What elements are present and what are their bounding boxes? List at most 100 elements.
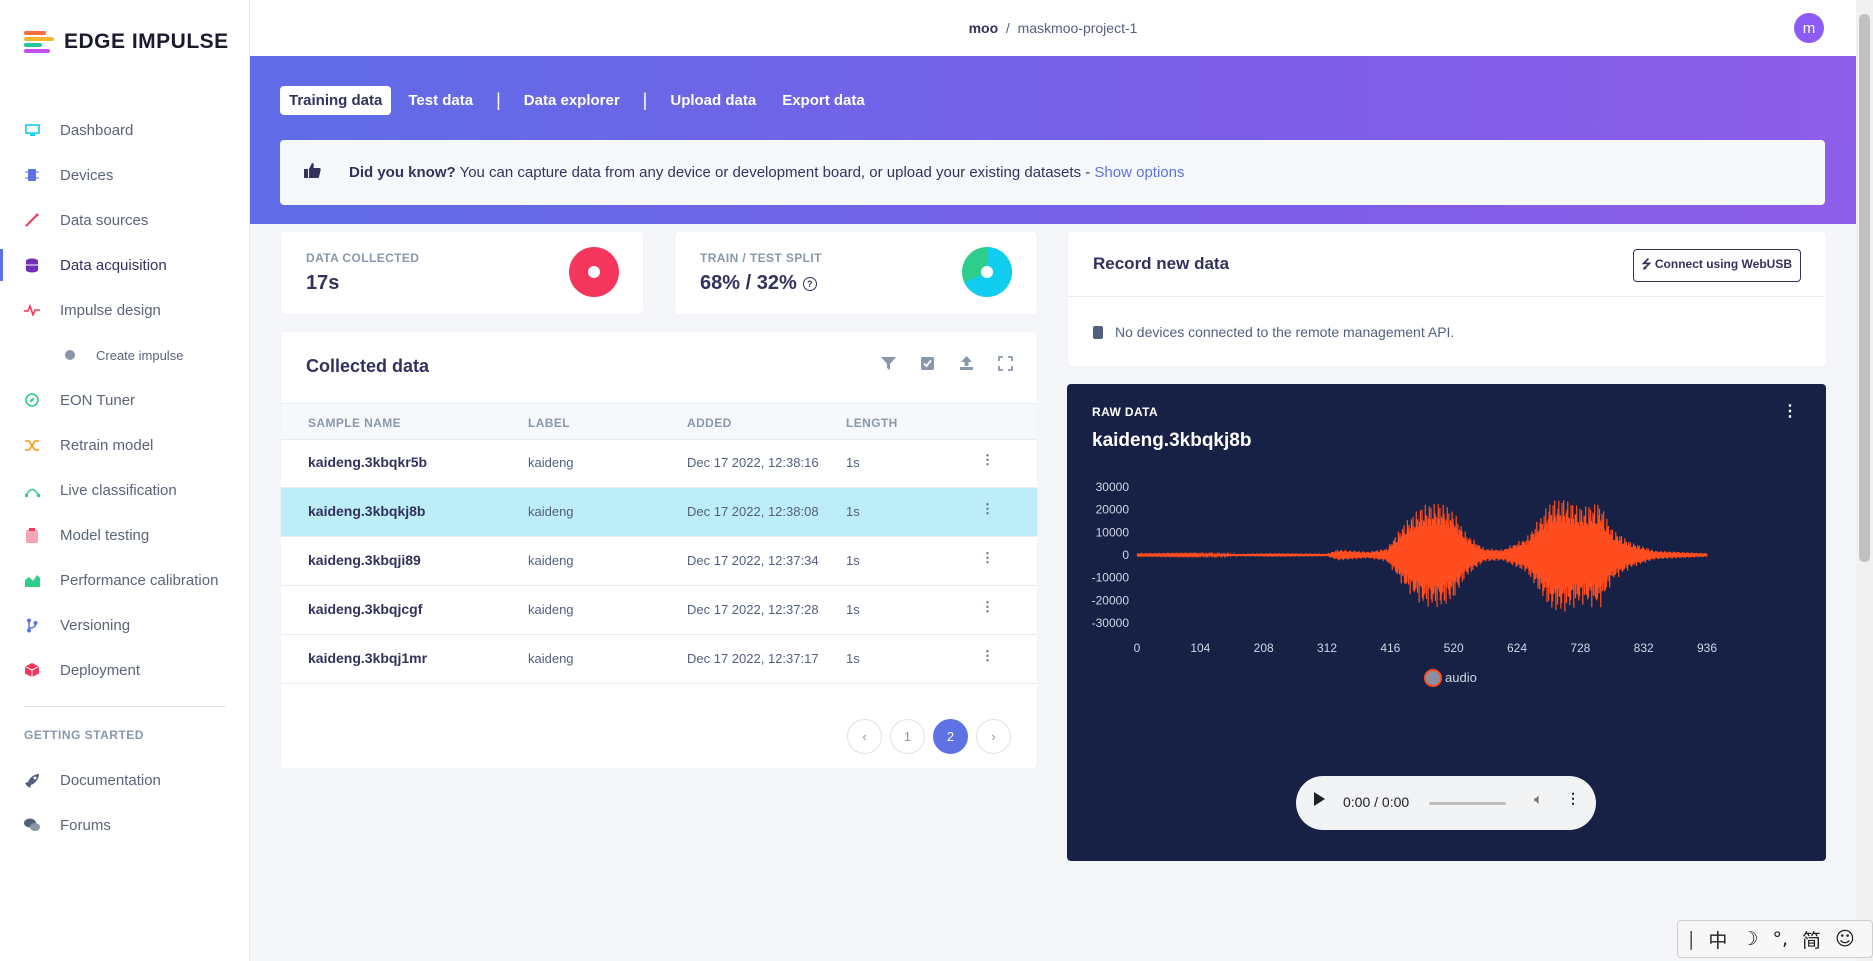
table-row[interactable]: kaideng.3kbqkj8b kaideng Dec 17 2022, 12… [281,488,1037,537]
sample-name: kaideng.3kbqj1mr [308,650,428,666]
ime-punctuation-icon[interactable]: °, [1772,928,1789,950]
monitor-icon [24,122,40,138]
sample-label: kaideng [528,455,574,470]
usb-icon: ⭍ [1641,257,1655,271]
sidebar-item-live-classification[interactable]: Live classification [0,472,249,508]
audio-player: 0:00 / 0:00 🔈︎ ⋮ [1296,776,1596,830]
tab-data-explorer[interactable]: Data explorer [523,92,620,109]
breadcrumb-project[interactable]: maskmoo-project-1 [1017,20,1138,36]
table-row[interactable]: kaideng.3kbqjcgf kaideng Dec 17 2022, 12… [281,586,1037,635]
compass-icon [24,392,40,408]
y-tick-label: -10000 [1092,571,1130,585]
play-icon[interactable] [1314,792,1325,806]
webusb-label: Connect using WebUSB [1654,257,1792,271]
ime-simplified-mode[interactable]: 简 [1802,929,1822,952]
sidebar-item-create-impulse[interactable]: Create impulse [0,337,249,373]
sidebar-item-label: Documentation [60,771,161,789]
connect-webusb-button[interactable]: ⭍ Connect using WebUSB [1632,249,1801,282]
data-collected-value: 17s [306,272,340,294]
player-more-icon[interactable]: ⋮ [1566,790,1580,806]
sidebar-item-forums[interactable]: Forums [0,807,249,843]
sidebar-item-data-acquisition[interactable]: Data acquisition [0,247,249,283]
table-row[interactable]: kaideng.3kbqji89 kaideng Dec 17 2022, 12… [281,537,1037,586]
avatar[interactable]: m [1794,13,1824,43]
column-header-length[interactable]: LENGTH [846,416,898,430]
filter-icon[interactable] [881,356,896,375]
next-page-button[interactable]: › [976,719,1011,754]
sidebar-item-label: Model testing [60,526,150,544]
train-test-split-value: 68% / 32%? [700,272,817,295]
player-seek-bar[interactable] [1429,802,1506,805]
data-collected-card: DATA COLLECTED 17s [281,232,643,314]
show-options-link[interactable]: Show options [1094,164,1185,181]
no-devices-text: No devices connected to the remote manag… [1115,324,1455,340]
column-header-added[interactable]: ADDED [687,416,732,430]
prev-page-button[interactable]: ‹ [847,719,882,754]
volume-icon[interactable]: 🔈︎ [1534,791,1544,808]
sidebar-item-label: Forums [60,816,111,834]
clipboard-icon [24,527,40,543]
row-menu-icon[interactable]: ⋮ [981,599,994,614]
help-icon[interactable]: ? [802,276,817,291]
train-test-split-title: TRAIN / TEST SPLIT [700,251,822,265]
chip-icon [1093,326,1103,339]
sidebar-item-versioning[interactable]: Versioning [0,607,249,643]
tab-export-data[interactable]: Export data [782,92,865,109]
sample-label: kaideng [528,602,574,617]
tab-upload-data[interactable]: Upload data [670,92,757,109]
row-menu-icon[interactable]: ⋮ [981,501,994,516]
sidebar-item-documentation[interactable]: Documentation [0,762,249,798]
sample-added: Dec 17 2022, 12:37:28 [687,602,819,617]
sidebar-item-model-testing[interactable]: Model testing [0,517,249,553]
sidebar-item-label: Deployment [60,661,141,679]
table-row[interactable]: kaideng.3kbqkr5b kaideng Dec 17 2022, 12… [281,439,1037,488]
sidebar-item-devices[interactable]: Devices [0,157,249,193]
ime-handle-icon[interactable]: | [1688,928,1695,950]
row-menu-icon[interactable]: ⋮ [981,452,994,467]
sidebar-item-data-sources[interactable]: Data sources [0,202,249,238]
sample-label: kaideng [528,553,574,568]
ime-chinese-mode[interactable]: 中 [1708,929,1728,952]
sidebar-item-retrain-model[interactable]: Retrain model [0,427,249,463]
x-tick-label: 0 [1134,641,1141,655]
ime-toolbar: | 中 ☽ °, 简 ☺ [1677,920,1873,958]
sidebar-item-deployment[interactable]: Deployment [0,652,249,688]
ime-moon-icon[interactable]: ☽ [1741,928,1759,950]
select-checkbox-icon[interactable] [920,356,935,375]
collected-toolbar [881,356,1013,375]
sample-label: kaideng [528,651,574,666]
sidebar-divider [24,706,226,707]
collected-data-title: Collected data [306,356,430,376]
row-menu-icon[interactable]: ⋮ [981,550,994,565]
page-button-1[interactable]: 1 [890,719,925,754]
raw-data-menu-icon[interactable]: ⋮ [1782,403,1798,420]
tab-test-data[interactable]: Test data [408,92,474,109]
sidebar-item-performance-calibration[interactable]: Performance calibration [0,562,249,598]
expand-icon[interactable] [998,356,1013,375]
column-header-sample-name[interactable]: SAMPLE NAME [308,416,402,430]
table-row[interactable]: kaideng.3kbqj1mr kaideng Dec 17 2022, 12… [281,635,1037,684]
data-collected-title: DATA COLLECTED [306,251,420,265]
row-menu-icon[interactable]: ⋮ [981,648,994,663]
y-tick-label: 20000 [1096,503,1130,517]
y-tick-label: -30000 [1092,616,1130,630]
breadcrumb-user[interactable]: moo [968,20,999,36]
sidebar-item-label: Versioning [60,616,131,634]
x-tick-label: 728 [1570,641,1590,655]
page-scrollbar[interactable] [1856,0,1873,961]
table-header: SAMPLE NAME LABEL ADDED LENGTH [281,403,1037,440]
rocket-icon [24,772,40,788]
sidebar-item-eon-tuner[interactable]: EON Tuner [0,382,249,418]
sidebar-item-impulse-design[interactable]: Impulse design [0,292,249,328]
ime-emoji-icon[interactable]: ☺ [1835,928,1855,950]
tab-training-data[interactable]: Training data [280,86,392,115]
sidebar-item-dashboard[interactable]: Dashboard [0,112,249,148]
scrollbar-thumb[interactable] [1859,14,1870,562]
column-header-label[interactable]: LABEL [528,416,570,430]
page-button-2[interactable]: 2 [933,719,968,754]
sample-label: kaideng [528,504,574,519]
upload-icon[interactable] [959,356,974,375]
sidebar-item-label: Live classification [60,481,177,499]
edge-impulse-logo[interactable]: EDGE IMPULSE [24,30,229,54]
sidebar-item-label: Devices [60,166,114,184]
